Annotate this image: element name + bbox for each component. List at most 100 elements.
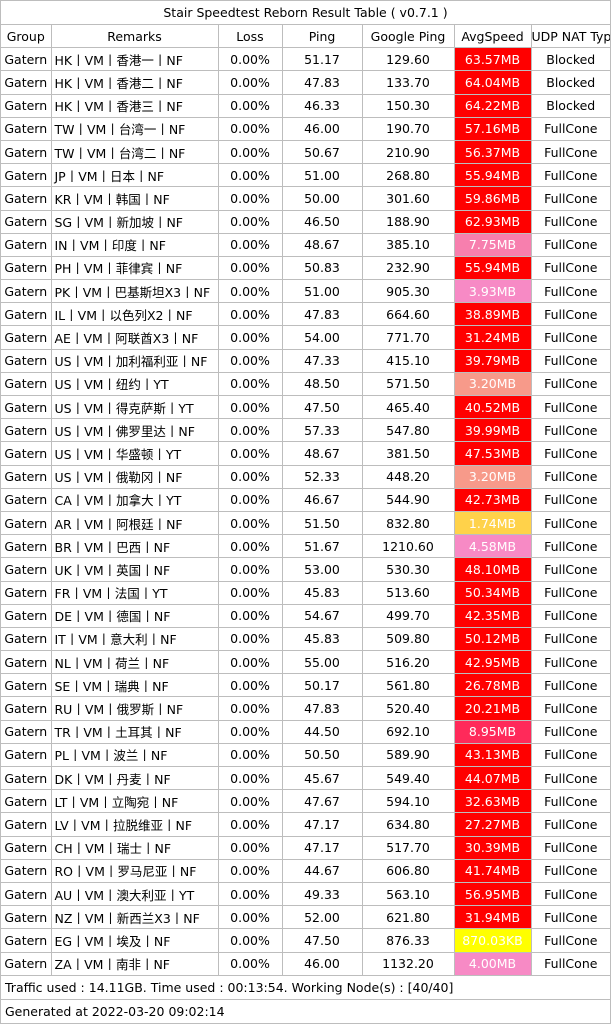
table-row: Gatern AE丨VM丨阿联酋X3丨NF 0.00% 54.00 771.70 31.2… [1,325,610,350]
cell-avg-speed: 63.57MB [453,47,532,72]
cell-group: Gatern [1,487,52,512]
cell-avg-speed: 56.95MB [453,881,532,907]
cell-udp-nat-type: FullCone [530,742,610,768]
cell-udp-nat-type: FullCone [530,719,610,744]
cell-google-ping: 634.80 [361,812,455,837]
cell-google-ping: 499.70 [361,603,455,628]
table-row: Gatern RO丨VM丨罗马尼亚丨NF 0.00% 44.67 606.80 41.74… [1,858,610,883]
cell-group: Gatern [1,510,52,536]
cell-udp-nat-type: FullCone [530,696,610,721]
cell-group: Gatern [1,279,52,304]
cell-ping: 47.50 [281,928,363,953]
cell-google-ping: 544.90 [361,487,455,512]
header-google-ping: Google Ping [361,25,455,49]
table-row: Gatern PH丨VM丨菲律宾丨NF 0.00% 50.83 232.90 55.94M… [1,255,610,281]
cell-avg-speed: 50.34MB [453,580,532,605]
cell-udp-nat-type: FullCone [530,418,610,443]
cell-avg-speed: 42.35MB [453,603,532,628]
cell-remarks: NL丨VM丨荷兰丨NF [50,650,219,675]
cell-ping: 47.83 [281,70,363,95]
cell-remarks: TR丨VM丨土耳其丨NF [50,719,219,744]
cell-group: Gatern [1,464,52,489]
cell-avg-speed: 20.21MB [453,696,532,721]
cell-ping: 51.00 [281,279,363,304]
cell-remarks: PL丨VM丨波兰丨NF [50,742,219,768]
cell-udp-nat-type: FullCone [530,928,610,953]
cell-remarks: PK丨VM丨巴基斯坦X3丨NF [50,279,219,304]
cell-google-ping: 905.30 [361,279,455,304]
cell-ping: 46.50 [281,209,363,234]
cell-ping: 50.50 [281,742,363,768]
cell-google-ping: 381.50 [361,441,455,466]
table-row: Gatern TW丨VM丨台湾二丨NF 0.00% 50.67 210.90 56.37M… [1,139,610,165]
cell-group: Gatern [1,209,52,234]
cell-loss: 0.00% [217,603,283,628]
cell-avg-speed: 39.99MB [453,418,532,443]
cell-ping: 48.50 [281,371,363,397]
cell-udp-nat-type: FullCone [530,534,610,559]
table-row: Gatern EG丨VM丨埃及丨NF 0.00% 47.50 876.33 870.03K… [1,928,610,953]
speedtest-table: Group Remarks Loss Ping Google Ping AvgS… [1,25,610,976]
cell-avg-speed: 42.73MB [453,487,532,512]
cell-udp-nat-type: FullCone [530,881,610,907]
cell-ping: 48.67 [281,441,363,466]
header-remarks: Remarks [50,25,219,49]
cell-google-ping: 301.60 [361,186,455,211]
cell-avg-speed: 26.78MB [453,673,532,698]
cell-ping: 52.00 [281,905,363,930]
cell-remarks: PH丨VM丨菲律宾丨NF [50,255,219,281]
cell-loss: 0.00% [217,232,283,257]
table-row: Gatern CH丨VM丨瑞士丨NF 0.00% 47.17 517.70 30.39MB… [1,835,610,860]
cell-avg-speed: 8.95MB [453,719,532,744]
cell-ping: 50.17 [281,673,363,698]
generated-timestamp: Generated at 2022-03-20 09:02:14 [5,1003,225,1019]
header-avg-speed: AvgSpeed [453,25,532,49]
cell-loss: 0.00% [217,418,283,443]
table-row: Gatern JP丨VM丨日本丨NF 0.00% 51.00 268.80 55.94MB… [1,163,610,188]
cell-ping: 46.00 [281,951,363,976]
cell-remarks: CA丨VM丨加拿大丨YT [50,487,219,512]
cell-google-ping: 530.30 [361,557,455,582]
cell-loss: 0.00% [217,371,283,397]
table-row: Gatern DK丨VM丨丹麦丨NF 0.00% 45.67 549.40 44.07MB… [1,765,610,791]
cell-google-ping: 571.50 [361,371,455,397]
cell-remarks: IL丨VM丨以色列X2丨NF [50,302,219,327]
cell-loss: 0.00% [217,765,283,791]
cell-group: Gatern [1,742,52,768]
cell-avg-speed: 870.03KB [453,928,532,953]
cell-group: Gatern [1,348,52,373]
cell-loss: 0.00% [217,650,283,675]
cell-remarks: SG丨VM丨新加坡丨NF [50,209,219,234]
cell-ping: 54.67 [281,603,363,628]
cell-remarks: RO丨VM丨罗马尼亚丨NF [50,858,219,883]
cell-ping: 46.00 [281,116,363,141]
table-row: Gatern FR丨VM丨法国丨YT 0.00% 45.83 513.60 50.34MB… [1,580,610,605]
cell-avg-speed: 50.12MB [453,626,532,652]
cell-loss: 0.00% [217,881,283,907]
table-row: Gatern US丨VM丨纽约丨YT 0.00% 48.50 571.50 3.20MB F… [1,371,610,397]
cell-google-ping: 129.60 [361,47,455,72]
cell-remarks: HK丨VM丨香港一丨NF [50,47,219,72]
table-title: Stair Speedtest Reborn Result Table ( v0… [1,1,610,25]
cell-ping: 50.00 [281,186,363,211]
table-body: Gatern HK丨VM丨香港一丨NF 0.00% 51.17 129.60 63.57M… [1,47,610,976]
cell-loss: 0.00% [217,905,283,930]
cell-avg-speed: 40.52MB [453,394,532,420]
cell-udp-nat-type: FullCone [530,789,610,814]
table-row: Gatern PL丨VM丨波兰丨NF 0.00% 50.50 589.90 43.13MB… [1,742,610,768]
cell-remarks: EG丨VM丨埃及丨NF [50,928,219,953]
cell-udp-nat-type: FullCone [530,279,610,304]
cell-google-ping: 692.10 [361,719,455,744]
cell-ping: 49.33 [281,881,363,907]
cell-loss: 0.00% [217,47,283,72]
cell-ping: 46.33 [281,93,363,118]
cell-udp-nat-type: FullCone [530,626,610,652]
cell-google-ping: 513.60 [361,580,455,605]
cell-remarks: IN丨VM丨印度丨NF [50,232,219,257]
cell-remarks: ZA丨VM丨南非丨NF [50,951,219,976]
cell-avg-speed: 41.74MB [453,858,532,883]
table-row: Gatern HK丨VM丨香港二丨NF 0.00% 47.83 133.70 64.04M… [1,70,610,95]
cell-udp-nat-type: FullCone [530,186,610,211]
table-row: Gatern US丨VM丨得克萨斯丨YT 0.00% 47.50 465.40 40.52… [1,394,610,420]
cell-udp-nat-type: FullCone [530,441,610,466]
